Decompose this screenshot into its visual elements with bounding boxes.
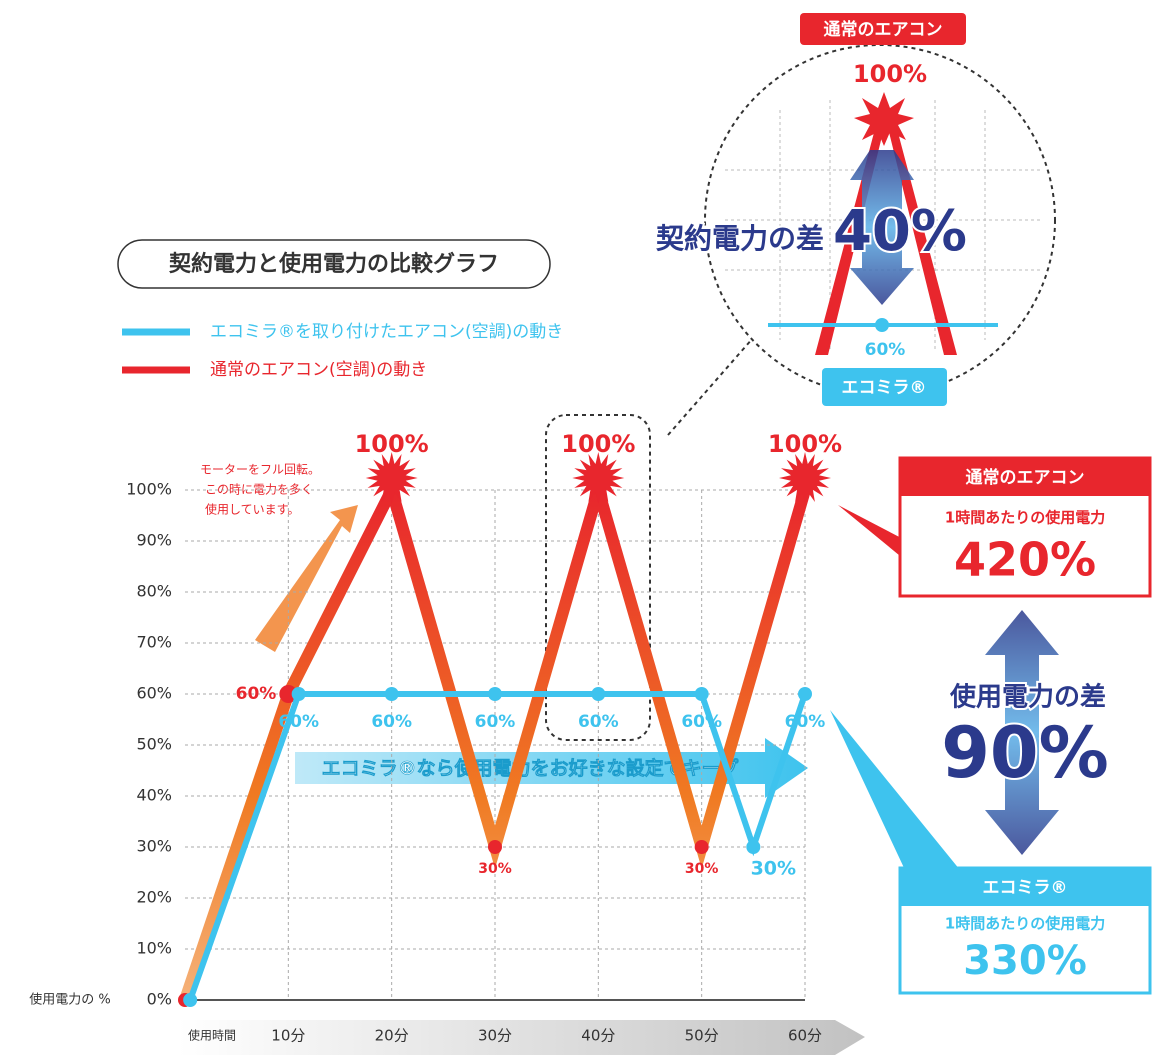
- data-label: 30%: [685, 861, 719, 877]
- ecomira-box-value: 330%: [963, 938, 1087, 984]
- chart-title: 契約電力と使用電力の比較グラフ: [168, 251, 499, 277]
- zoom-base-label: 60%: [865, 340, 906, 360]
- point: [798, 687, 812, 701]
- data-label: 60%: [578, 712, 619, 732]
- chart: 契約電力と使用電力の比較グラフ 使用時間 使用電力の % モーターをフル回転。 …: [0, 0, 1154, 1055]
- diff-label: 使用電力の差: [949, 682, 1106, 713]
- y-tick-label: 30%: [136, 837, 172, 856]
- legend-label: エコミラ®を取り付けたエアコン(空調)の動き: [210, 322, 563, 342]
- y-tick-label: 60%: [136, 684, 172, 703]
- zoom-leader: [668, 330, 760, 435]
- y-tick-label: 50%: [136, 735, 172, 754]
- zoom-diff-value: 40%: [833, 199, 967, 264]
- data-label: 60%: [475, 712, 516, 732]
- point: [591, 687, 605, 701]
- point: [746, 840, 760, 854]
- peak-burst: [366, 452, 418, 504]
- x-tick-label: 60分: [788, 1027, 822, 1045]
- data-label: 30%: [751, 858, 796, 880]
- data-label: 60%: [236, 684, 277, 704]
- zoom-bottom-label: エコミラ®: [842, 378, 927, 398]
- normal-box-title: 通常のエアコン: [966, 467, 1085, 488]
- diff-value: 90%: [941, 712, 1109, 794]
- data-label: 30%: [478, 861, 512, 877]
- y-tick-label: 40%: [136, 786, 172, 805]
- zoom-peak-label: 100%: [853, 60, 927, 88]
- data-label: 100%: [768, 430, 842, 458]
- peak-burst: [572, 452, 624, 504]
- x-tick-label: 10分: [271, 1027, 305, 1045]
- y-tick-label: 10%: [136, 939, 172, 958]
- point: [695, 840, 709, 854]
- data-label: 60%: [681, 712, 722, 732]
- plot: 0% 10% 20% 30% 40% 50% 60% 70% 80% 90% 100% 10分 20分 3…: [122, 322, 842, 1045]
- ecomira-box-title: エコミラ®: [983, 878, 1068, 898]
- zoom-base-dot: [875, 318, 889, 332]
- ecomira-box-caption: 1時間あたりの使用電力: [945, 915, 1105, 933]
- point: [488, 840, 502, 854]
- point: [695, 687, 709, 701]
- page: {"chart_data": { "type": "line", "title"…: [0, 0, 1154, 1055]
- note-line: モーターをフル回転。: [200, 463, 320, 477]
- normal-pointer: [838, 505, 905, 560]
- zoom-top-label: 通常のエアコン: [824, 19, 943, 40]
- y-axis-label: 使用電力の %: [29, 992, 111, 1008]
- data-label: 100%: [561, 430, 635, 458]
- zoom-diff-label: 契約電力の差: [656, 222, 824, 255]
- point: [183, 993, 197, 1007]
- point: [385, 687, 399, 701]
- x-tick-label: 30分: [478, 1027, 512, 1045]
- point: [488, 687, 502, 701]
- x-tick-label: 20分: [375, 1027, 409, 1045]
- data-label: 60%: [785, 712, 826, 732]
- normal-box-value: 420%: [954, 533, 1096, 587]
- point: [292, 687, 306, 701]
- peak-burst: [779, 452, 831, 504]
- x-tick-label: 50分: [685, 1027, 719, 1045]
- y-tick-label: 0%: [147, 990, 172, 1009]
- data-label: 100%: [355, 430, 429, 458]
- normal-box-caption: 1時間あたりの使用電力: [945, 509, 1105, 527]
- y-tick-label: 90%: [136, 531, 172, 550]
- y-tick-label: 20%: [136, 888, 172, 907]
- data-label: 60%: [371, 712, 412, 732]
- note-line: 使用しています。: [205, 502, 299, 517]
- y-tick-label: 80%: [136, 582, 172, 601]
- x-axis-label: 使用時間: [188, 1028, 236, 1043]
- legend-label: 通常のエアコン(空調)の動き: [210, 360, 427, 380]
- data-label: 60%: [278, 712, 319, 732]
- y-tick-label: 70%: [136, 633, 172, 652]
- x-tick-label: 40分: [581, 1027, 615, 1045]
- y-tick-label: 100%: [126, 480, 172, 499]
